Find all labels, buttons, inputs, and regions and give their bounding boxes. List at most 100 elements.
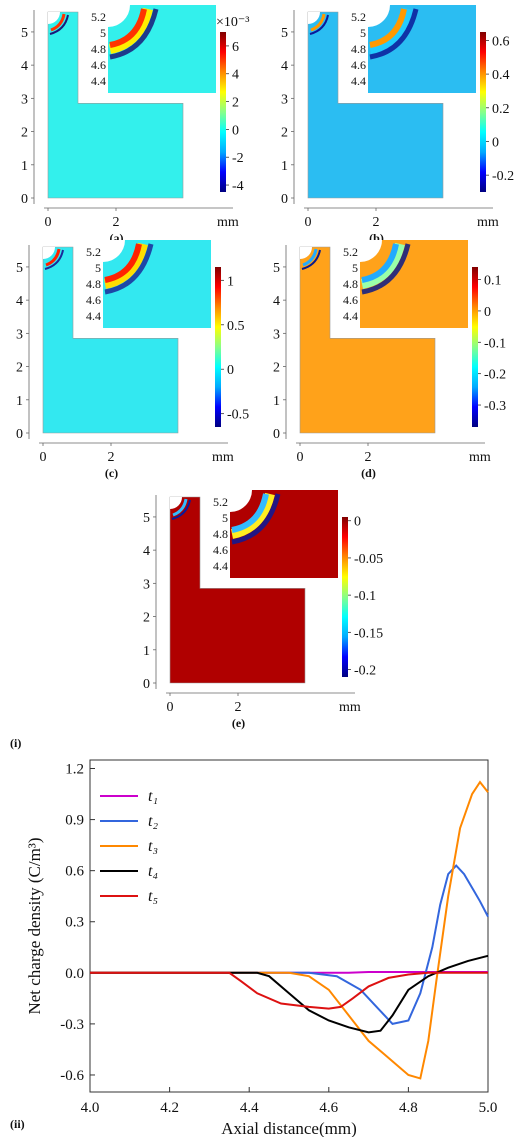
x-unit-label: mm [212, 450, 234, 465]
y-tick-label: 0 [273, 427, 280, 442]
colorbar-tick-label: -0.2 [492, 169, 514, 184]
inset-tick-panel [332, 240, 360, 328]
inset-tick-label: 4.4 [86, 309, 101, 323]
inset-electrode-cutout [103, 240, 125, 262]
colorbar [220, 32, 226, 192]
y-tick-label: 5 [143, 511, 150, 526]
inset-tick-label: 5 [100, 26, 106, 40]
panel-label: (d) [361, 466, 376, 480]
legend-label: t₁ [148, 788, 158, 805]
y-tick-label: 4 [281, 59, 288, 74]
inset-charge-outer [231, 493, 281, 545]
colorbar-tick-label: 0 [227, 363, 234, 378]
colorbar-tick-label: -0.1 [354, 589, 376, 604]
y-tick-label: 1 [16, 394, 23, 409]
x-tick-label: 4.2 [160, 1100, 179, 1116]
inset-tick-label: 5.2 [343, 245, 358, 259]
y-tick-label: -0.3 [60, 1017, 84, 1033]
x-unit-label: mm [477, 215, 499, 230]
y-tick-label: 0.6 [65, 864, 84, 880]
x-tick-label: 0 [45, 215, 52, 230]
colorbar-tick-label: -0.3 [484, 399, 506, 414]
x-tick-label: 0 [305, 215, 312, 230]
charge-region-outer [301, 249, 321, 270]
colorbar-tick-label: 6 [232, 40, 239, 55]
inset-tick-label: 4.6 [343, 293, 358, 307]
electrode-cutout [43, 247, 55, 259]
inset-box [103, 240, 211, 328]
colorbar [480, 32, 486, 192]
x-tick-label: 4.0 [81, 1100, 100, 1116]
y-tick-label: 5 [273, 261, 280, 276]
y-tick-label: 2 [16, 361, 23, 376]
plot-frame [89, 759, 489, 1093]
x-unit-label: mm [469, 450, 491, 465]
y-tick-label: -0.6 [60, 1068, 84, 1084]
x-axis-label: Axial distance(mm) [221, 1119, 357, 1137]
inset-tick-label: 5 [95, 261, 101, 275]
line-chart: 4.0 4.2 4.4 4.6 4.8 5.0 1.2 0.9 0.6 0.3 0.0 -0.3 -0.… [25, 759, 497, 1137]
y-tick-label: 0 [21, 192, 28, 207]
colorbar-tick-label: -4 [232, 179, 244, 194]
y-axis-label: Net charge density (C/m³) [25, 837, 44, 1014]
x-tick-label: 4.4 [240, 1100, 259, 1116]
x-tick-label: 0 [40, 450, 47, 465]
charge-region-outer [171, 499, 191, 520]
inset-charge-mid [360, 242, 405, 289]
x-tick-label: 2 [108, 450, 115, 465]
colorbar-tick-label: 1 [227, 274, 234, 289]
y-tick-label: 2 [21, 126, 28, 141]
y-tick-label: 2 [143, 611, 150, 626]
x-tick-label: 0 [297, 450, 304, 465]
electrode-cutout [300, 247, 312, 259]
contour-panel: 5.2 5 4.8 4.6 4.4 0 1 2 3 4 5 0 2 mm (d) 0.1 0 -0.1 -0.2 -0… [273, 240, 506, 480]
inset-tick-label: 4.6 [86, 293, 101, 307]
electrode-cutout [170, 497, 182, 509]
colorbar-tick-label: 0 [484, 305, 491, 320]
inset-tick-label: 4.8 [351, 42, 366, 56]
inset-charge-inner [231, 493, 269, 533]
series-line [90, 954, 489, 1034]
y-tick-label: 4 [273, 294, 280, 309]
colorbar-tick-label: 0 [492, 135, 499, 150]
y-tick-label: 3 [273, 327, 280, 342]
group-label-i: (i) [10, 736, 21, 750]
x-tick-label: 2 [373, 215, 380, 230]
series-line [90, 780, 489, 1080]
y-tick-label: 5 [16, 261, 23, 276]
legend-label: t₅ [148, 888, 158, 905]
colorbar-tick-label: 0 [354, 515, 361, 530]
inset-electrode-cutout [368, 5, 390, 27]
colorbar-exponent: ×10⁻³ [216, 15, 249, 30]
y-tick-label: 4 [16, 294, 23, 309]
colorbar-tick-label: 0.5 [227, 319, 245, 334]
inset-charge-outer [361, 243, 411, 295]
charge-region [302, 248, 318, 267]
y-tick-label: 2 [273, 361, 280, 376]
y-tick-label: 3 [143, 577, 150, 592]
inset-tick-label: 5.2 [213, 495, 228, 509]
colorbar-tick-label: -0.1 [484, 336, 506, 351]
colorbar-tick-label: -0.2 [354, 664, 376, 679]
inset-charge-mid [103, 242, 148, 289]
y-tick-label: 4 [21, 59, 28, 74]
inset-tick-label: 4.8 [213, 527, 228, 541]
inset-electrode-cutout [108, 5, 130, 27]
y-tick-label: 1 [143, 644, 150, 659]
colorbar [215, 267, 221, 427]
electrode-cutout [308, 12, 320, 24]
inset-tick-panel [340, 5, 368, 93]
charge-region-outer [49, 14, 69, 35]
inset-box [368, 5, 476, 93]
colorbar-tick-label: 0 [232, 123, 239, 138]
charge-region [172, 498, 188, 517]
legend-label: t₄ [148, 863, 158, 880]
x-tick-label: 0 [167, 700, 174, 715]
colorbar-tick-label: 0.4 [492, 68, 510, 83]
inset-tick-label: 4.4 [343, 309, 358, 323]
y-tick-label: 1.2 [65, 762, 84, 778]
inset-charge-outer [369, 8, 419, 60]
x-tick-label: 4.6 [319, 1100, 338, 1116]
